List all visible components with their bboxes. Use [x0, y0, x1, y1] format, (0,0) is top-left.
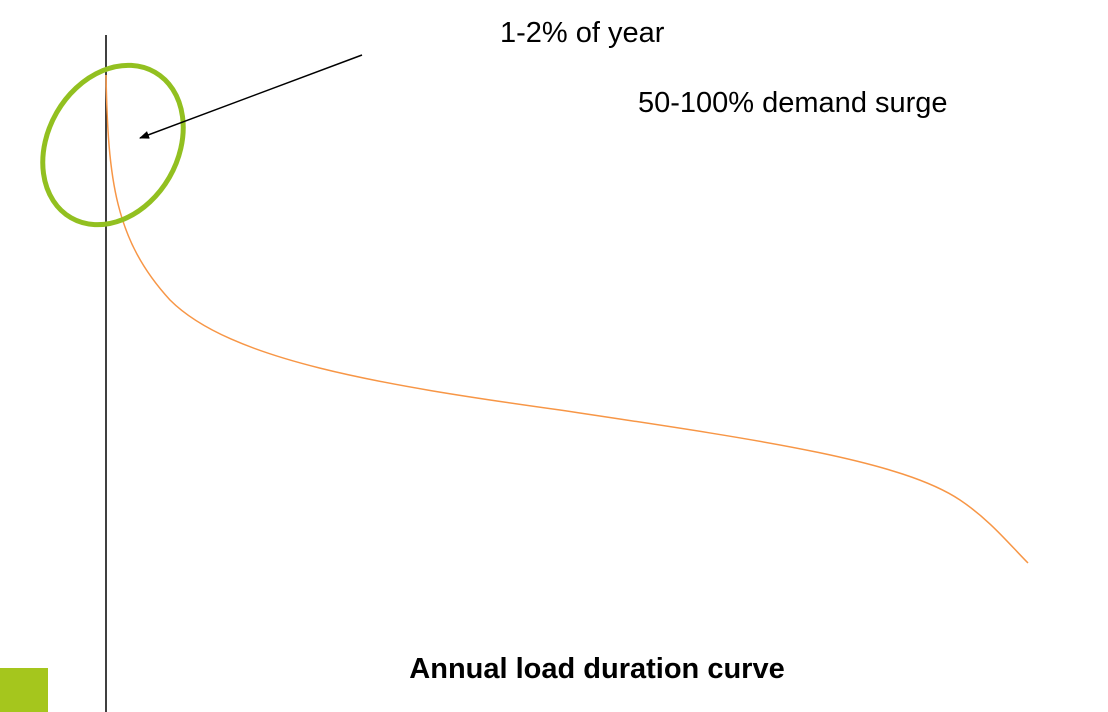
highlight-ellipse	[40, 62, 186, 228]
pointer-arrow	[139, 54, 363, 139]
caption: Annual load duration curve	[409, 653, 784, 685]
load-curve	[105, 74, 1029, 564]
corner-square	[0, 668, 48, 712]
duration-label: 1-2% of year	[500, 17, 665, 49]
surge-label: 50-100% demand surge	[638, 87, 948, 119]
